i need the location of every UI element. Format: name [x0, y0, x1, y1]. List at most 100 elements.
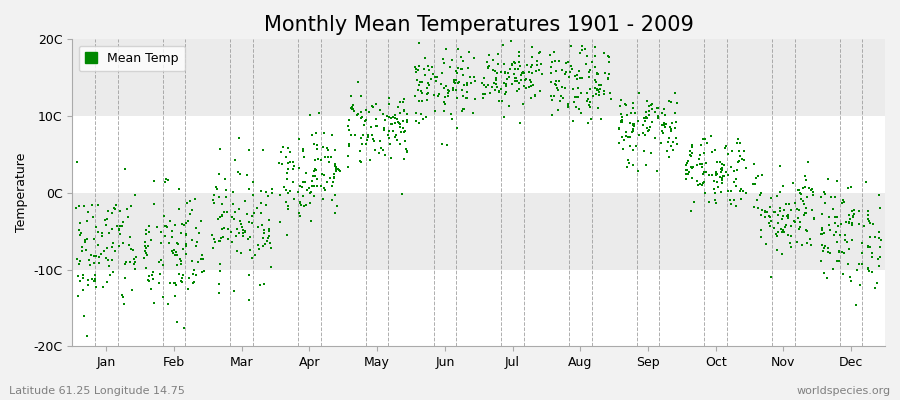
Point [697, 179, 711, 186]
Point [589, 52, 603, 59]
Point [159, 175, 174, 182]
Point [872, 235, 886, 242]
Point [504, 38, 518, 44]
Point [325, 183, 339, 189]
Point [806, 188, 820, 195]
Point [754, 226, 769, 233]
Point [373, 106, 387, 113]
Point [304, 132, 319, 138]
Point [796, 200, 811, 207]
Point [243, 246, 257, 253]
Point [245, 255, 259, 261]
Point [76, 286, 90, 293]
Point [146, 276, 160, 282]
Point [615, 117, 629, 124]
Point [468, 78, 482, 84]
Point [747, 204, 761, 210]
Point [730, 158, 744, 165]
Point [189, 225, 203, 232]
Point [95, 284, 110, 291]
Point [355, 141, 369, 147]
Point [685, 165, 699, 171]
Point [219, 194, 233, 201]
Point [654, 110, 669, 116]
Point [387, 112, 401, 118]
Point [436, 60, 451, 66]
Point [489, 81, 503, 88]
Point [823, 250, 837, 256]
Point [780, 212, 795, 219]
Point [382, 114, 396, 120]
Point [614, 119, 628, 125]
Point [112, 242, 127, 249]
Point [695, 182, 709, 188]
Point [262, 228, 276, 234]
Point [832, 248, 846, 254]
Point [842, 274, 857, 280]
Point [861, 264, 876, 271]
Point [119, 259, 133, 265]
Point [328, 163, 343, 170]
Point [307, 141, 321, 148]
Point [773, 189, 788, 195]
Point [642, 112, 656, 118]
Point [265, 190, 279, 196]
Point [357, 122, 372, 128]
Point [512, 80, 526, 86]
Point [707, 190, 722, 197]
Point [716, 162, 731, 168]
Point [729, 203, 743, 209]
Point [726, 178, 741, 185]
Point [113, 208, 128, 214]
Point [828, 194, 842, 200]
Point [821, 244, 835, 251]
Point [612, 126, 626, 132]
Point [400, 119, 415, 126]
Point [855, 260, 869, 267]
Point [412, 82, 427, 88]
Point [750, 175, 764, 182]
Point [328, 192, 342, 198]
Point [499, 89, 513, 96]
Point [571, 84, 585, 91]
Point [281, 145, 295, 152]
Point [651, 115, 665, 122]
Point [715, 166, 729, 173]
Point [476, 75, 491, 82]
Point [435, 69, 449, 76]
Point [396, 99, 410, 105]
Point [225, 214, 239, 220]
Point [450, 124, 464, 131]
Point [845, 219, 859, 226]
Point [392, 110, 407, 116]
Point [382, 95, 396, 101]
Point [158, 223, 173, 229]
Point [281, 160, 295, 166]
Point [486, 56, 500, 63]
Point [770, 247, 784, 253]
Point [798, 227, 813, 233]
Point [170, 318, 184, 325]
Point [80, 277, 94, 283]
Point [753, 189, 768, 196]
Point [141, 229, 156, 236]
Point [139, 230, 153, 237]
Point [205, 232, 220, 238]
Point [548, 58, 562, 64]
Title: Monthly Mean Temperatures 1901 - 2009: Monthly Mean Temperatures 1901 - 2009 [264, 15, 694, 35]
Point [554, 98, 568, 104]
Point [861, 268, 876, 274]
Point [230, 248, 244, 254]
Point [619, 163, 634, 170]
Point [644, 105, 659, 112]
Point [418, 72, 432, 78]
Point [466, 110, 481, 116]
Point [597, 50, 611, 56]
Point [71, 227, 86, 234]
Point [770, 220, 785, 226]
Point [701, 198, 716, 205]
Point [215, 212, 230, 218]
Point [100, 245, 114, 251]
Point [428, 92, 442, 98]
Point [644, 118, 659, 125]
